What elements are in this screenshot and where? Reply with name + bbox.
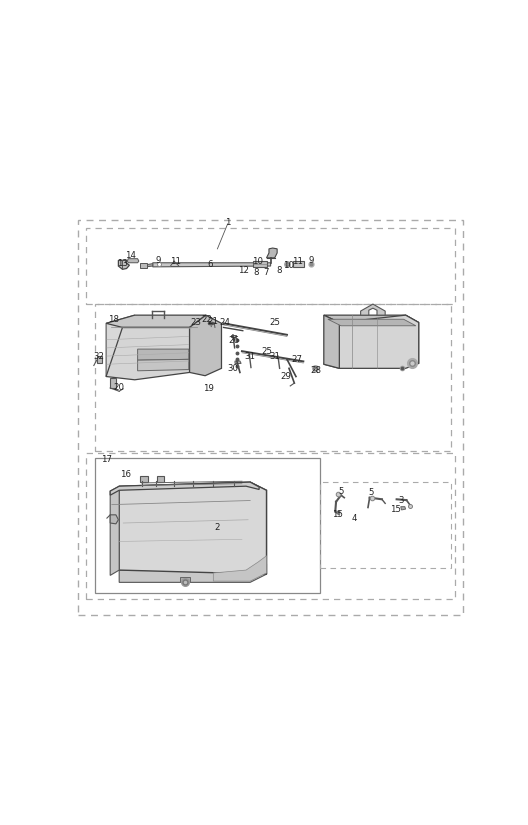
Polygon shape <box>140 476 148 482</box>
Polygon shape <box>106 315 206 328</box>
Polygon shape <box>324 315 340 368</box>
Polygon shape <box>293 262 304 266</box>
Text: 25: 25 <box>261 346 272 356</box>
Polygon shape <box>110 482 259 495</box>
Text: 1: 1 <box>225 218 230 227</box>
Text: 31: 31 <box>244 351 256 361</box>
Text: 12: 12 <box>239 266 250 275</box>
Polygon shape <box>119 564 267 582</box>
Bar <box>87 229 455 304</box>
Polygon shape <box>267 248 277 258</box>
Text: 16: 16 <box>120 470 131 479</box>
Polygon shape <box>110 515 118 524</box>
Text: 7: 7 <box>264 268 269 277</box>
Polygon shape <box>127 259 139 263</box>
Text: 17: 17 <box>101 455 112 464</box>
Text: 29: 29 <box>281 372 291 381</box>
Text: 8: 8 <box>276 266 281 275</box>
Text: 9: 9 <box>155 256 161 265</box>
Text: 15: 15 <box>332 511 343 519</box>
Polygon shape <box>231 335 236 337</box>
Text: 19: 19 <box>203 384 214 394</box>
Polygon shape <box>97 356 102 364</box>
Bar <box>95 458 320 592</box>
Polygon shape <box>139 263 147 268</box>
Polygon shape <box>119 482 267 574</box>
Polygon shape <box>324 315 419 368</box>
Polygon shape <box>138 360 189 370</box>
Text: 10: 10 <box>284 261 295 270</box>
Text: 22: 22 <box>201 315 212 324</box>
Text: 11: 11 <box>291 257 303 266</box>
Polygon shape <box>324 315 419 323</box>
Text: 3: 3 <box>399 496 404 505</box>
Text: 2: 2 <box>215 522 220 531</box>
Text: 15: 15 <box>390 506 401 515</box>
Polygon shape <box>146 263 153 266</box>
Polygon shape <box>138 349 189 361</box>
Text: 30: 30 <box>228 364 239 373</box>
Bar <box>87 454 455 599</box>
Polygon shape <box>118 261 129 269</box>
Text: 18: 18 <box>108 314 119 323</box>
Text: 13: 13 <box>117 259 128 267</box>
Text: 27: 27 <box>291 355 303 364</box>
Text: 5: 5 <box>338 487 344 496</box>
Text: 26: 26 <box>228 336 239 345</box>
Text: 6: 6 <box>208 260 213 269</box>
Text: 24: 24 <box>219 318 230 327</box>
Text: 14: 14 <box>125 252 136 261</box>
Text: 8: 8 <box>253 268 259 277</box>
Polygon shape <box>180 577 190 582</box>
Polygon shape <box>106 315 135 376</box>
Polygon shape <box>406 315 419 365</box>
Text: 10: 10 <box>252 257 263 266</box>
Bar <box>319 482 450 568</box>
Polygon shape <box>253 262 267 266</box>
Polygon shape <box>328 319 416 326</box>
Text: 25: 25 <box>269 318 280 327</box>
Polygon shape <box>153 263 271 266</box>
Polygon shape <box>235 361 241 364</box>
Polygon shape <box>110 486 119 575</box>
Polygon shape <box>157 476 164 482</box>
Polygon shape <box>110 378 116 388</box>
Text: 9: 9 <box>309 256 314 265</box>
Bar <box>95 304 450 451</box>
Text: 4: 4 <box>352 514 357 522</box>
Polygon shape <box>401 507 406 510</box>
Polygon shape <box>190 315 222 375</box>
Polygon shape <box>250 482 267 574</box>
Text: 20: 20 <box>114 383 125 392</box>
Polygon shape <box>361 304 385 315</box>
Text: 23: 23 <box>191 318 202 327</box>
Polygon shape <box>213 556 267 581</box>
Text: 11: 11 <box>170 257 181 266</box>
Text: 21: 21 <box>208 317 219 326</box>
Text: 31: 31 <box>269 351 280 361</box>
Text: 32: 32 <box>93 351 104 361</box>
Text: 5: 5 <box>368 488 374 497</box>
Text: 28: 28 <box>310 366 321 375</box>
Polygon shape <box>106 328 190 380</box>
